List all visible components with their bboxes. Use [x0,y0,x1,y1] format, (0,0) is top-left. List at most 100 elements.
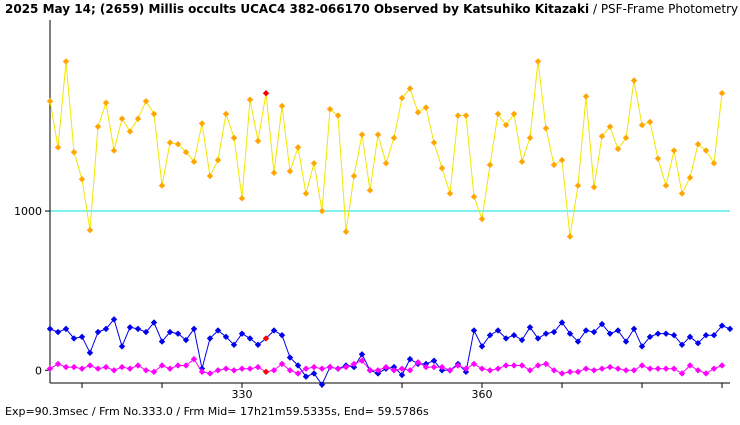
background-point [366,367,374,374]
comparison-point [62,325,70,333]
background-point [318,365,326,372]
target-point [470,193,478,200]
target-point [342,228,350,235]
background-point [94,365,102,372]
comparison-point [310,370,318,377]
background-point [342,363,350,371]
target-point [678,190,686,197]
background-point [478,365,486,372]
comparison-point [142,328,150,336]
target-point [646,118,654,126]
background-point [582,365,590,372]
background-point [590,367,598,374]
background-point [462,365,470,372]
background-point [326,363,334,371]
comparison-point [222,333,230,341]
target-point [502,121,510,129]
background-point [550,367,558,374]
target-point [662,182,670,189]
background-point [270,367,278,374]
comparison-point [102,325,110,333]
background-point [622,367,630,374]
comparison-point [582,327,590,334]
target-point [166,139,174,146]
series-group [46,58,734,388]
background-point [502,362,510,369]
target-point [478,215,486,223]
background-point [438,363,446,371]
comparison-point [670,332,678,339]
target-point [390,134,398,142]
comparison-series-line [49,318,731,386]
comparison-point [478,343,486,350]
background-point [430,363,438,371]
background-point [470,360,478,368]
background-point [638,362,646,369]
target-point [582,93,590,100]
comparison-point [574,338,582,345]
comparison-point [398,371,406,379]
background-point [654,365,662,372]
x-tick-label: 330 [232,388,253,401]
target-point [598,133,606,140]
comparison-point [638,343,646,350]
target-point [526,134,534,142]
background-point [662,365,670,372]
target-point [150,110,158,118]
background-point [110,367,118,374]
background-point [334,365,342,372]
comparison-point [686,333,694,341]
background-point [62,363,70,371]
background-point [166,365,174,372]
comparison-point [110,316,118,323]
background-point [230,367,238,374]
target-point [446,190,454,197]
comparison-point [134,325,142,333]
target-point [286,168,294,175]
target-point [326,105,334,113]
background-point [566,368,574,376]
background-point [702,370,710,377]
target-point [638,121,646,129]
comparison-point [566,330,574,337]
background-point [518,362,526,369]
comparison-point [294,362,302,369]
comparison-point [150,319,158,326]
comparison-point [694,339,702,347]
background-point [198,368,206,376]
background-point [150,368,158,376]
target-point [510,110,518,118]
target-point [222,110,230,118]
background-point [630,367,638,374]
chart-title-method: / PSF-Frame Photometry / [589,2,740,16]
x-tick-label: 360 [472,388,493,401]
comparison-point [726,325,734,333]
comparison-point [494,327,502,334]
target-point [86,226,94,234]
target-point [118,115,126,122]
comparison-point [518,336,526,344]
comparison-point [46,325,54,333]
background-point [510,362,518,369]
target-point [318,207,326,215]
target-point [622,134,630,142]
target-point [542,125,550,132]
target-point [294,144,302,151]
comparison-point [710,332,718,339]
comparison-point [118,343,126,350]
comparison-point [614,327,622,334]
background-point [454,362,462,369]
comparison-point [702,332,710,339]
comparison-point [550,328,558,336]
target-point [110,147,118,154]
background-point [534,362,542,369]
background-point [142,367,150,374]
background-point [222,365,230,372]
comparison-point [302,373,310,380]
y-tick-label: 0 [35,364,42,377]
target-point [422,104,430,111]
comparison-point [534,335,542,342]
background-point [558,370,566,377]
target-point [182,148,190,156]
target-point [254,137,262,145]
